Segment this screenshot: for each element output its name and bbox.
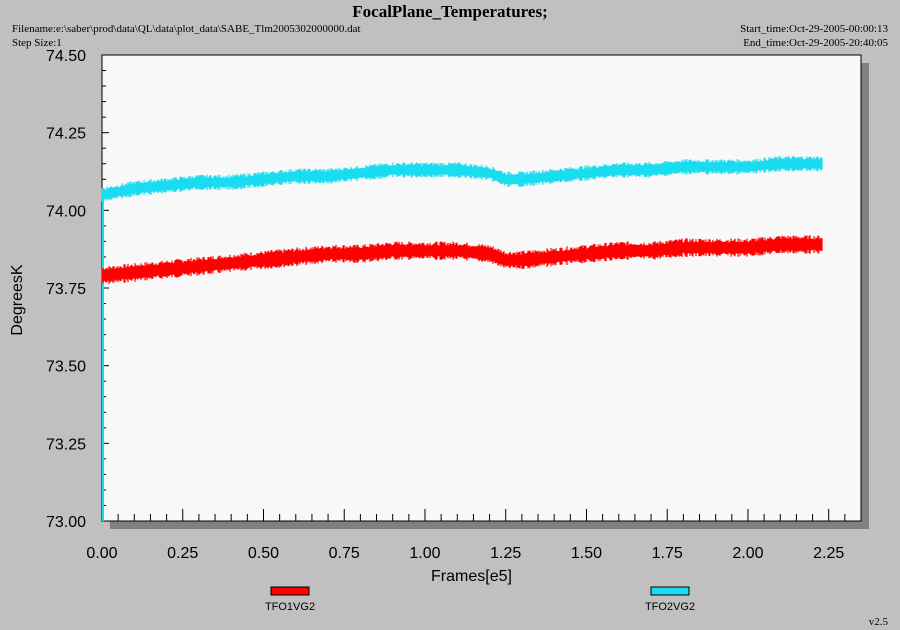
start-time-label: Start_time:Oct-29-2005-00:00:13 bbox=[740, 23, 888, 35]
version-label: v2.5 bbox=[868, 616, 888, 628]
y-tick-label: 73.50 bbox=[46, 359, 86, 376]
legend-label-1: TFO1VG2 bbox=[265, 601, 315, 613]
x-tick-label: 0.50 bbox=[248, 545, 279, 562]
legend-swatch-1 bbox=[270, 586, 310, 596]
step-size-label: Step Size:1 bbox=[12, 37, 62, 49]
legend-label-2: TFO2VG2 bbox=[645, 601, 695, 613]
x-tick-label: 1.75 bbox=[652, 545, 683, 562]
y-tick-label: 73.25 bbox=[46, 436, 86, 453]
x-tick-label: 1.25 bbox=[490, 545, 521, 562]
series-1-line bbox=[101, 235, 823, 284]
y-tick-label: 74.25 bbox=[46, 126, 86, 143]
x-axis-label: Frames[e5] bbox=[431, 568, 512, 585]
y-tick-label: 74.00 bbox=[46, 203, 86, 220]
legend-swatch-2 bbox=[650, 586, 690, 596]
series-2-line bbox=[101, 156, 823, 202]
plot-area bbox=[101, 54, 862, 522]
end-time-label: End_time:Oct-29-2005-20:40:05 bbox=[743, 37, 888, 49]
chart-title: FocalPlane_Temperatures; bbox=[352, 2, 548, 21]
filename-label: Filename:e:\saber\prod\data\QL\data\plot… bbox=[12, 23, 361, 35]
x-tick-label: 2.25 bbox=[813, 545, 844, 562]
x-tick-label: 0.25 bbox=[167, 545, 198, 562]
y-axis-label: DegreesK bbox=[9, 264, 26, 335]
x-tick-label: 2.00 bbox=[732, 545, 763, 562]
x-tick-label: 1.00 bbox=[409, 545, 440, 562]
x-tick-label: 0.75 bbox=[329, 545, 360, 562]
y-tick-label: 73.00 bbox=[46, 514, 86, 531]
y-tick-label: 73.75 bbox=[46, 281, 86, 298]
y-tick-label: 74.50 bbox=[46, 48, 86, 65]
x-tick-label: 0.00 bbox=[86, 545, 117, 562]
x-tick-label: 1.50 bbox=[571, 545, 602, 562]
